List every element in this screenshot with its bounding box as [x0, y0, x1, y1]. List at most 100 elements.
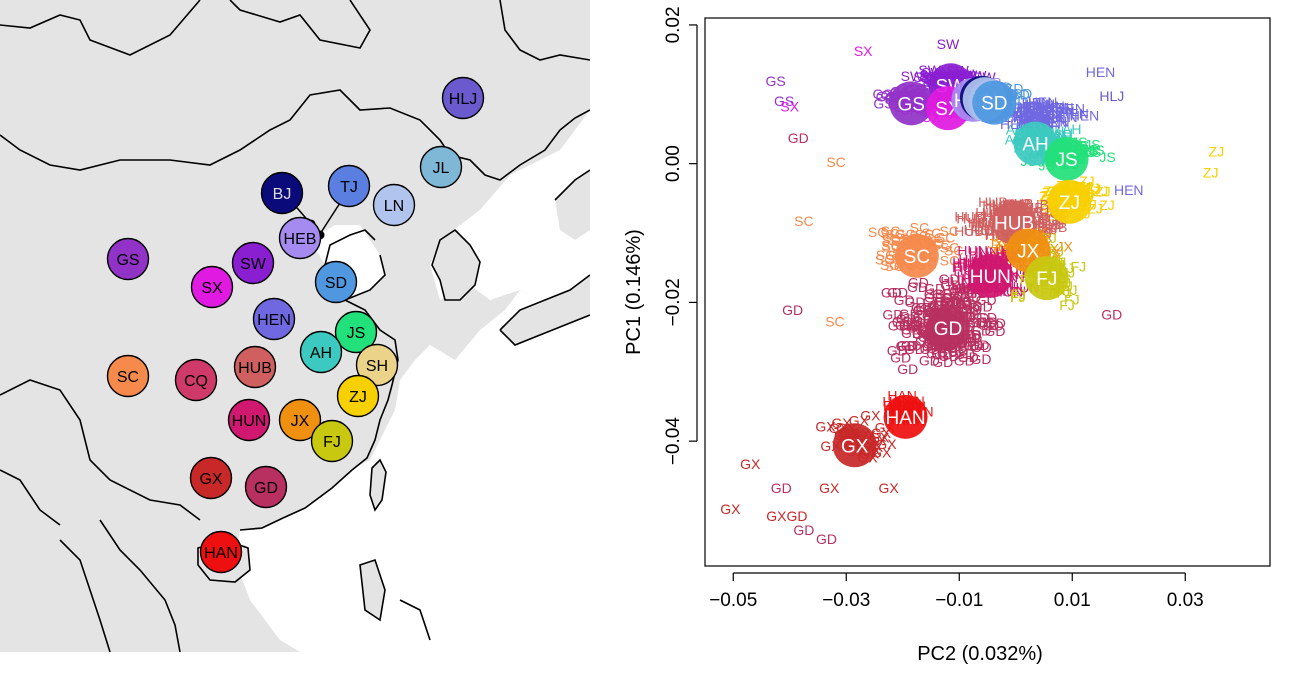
map-marker-label: HUN	[232, 413, 267, 430]
map-marker-label: LN	[384, 198, 404, 215]
map-marker-label: TJ	[340, 179, 358, 196]
sample-label: GD	[907, 279, 928, 295]
sample-label: GD	[908, 274, 929, 290]
sample-label: GD	[901, 325, 922, 341]
sample-label: HEN	[1026, 108, 1056, 124]
sample-label: GD	[976, 309, 997, 325]
map-marker-han: HAN	[199, 530, 243, 574]
sample-label: SC	[939, 223, 958, 239]
map-marker-label: GS	[116, 252, 139, 269]
sample-label: HEN	[1045, 103, 1075, 119]
centroid-label: GS	[897, 94, 924, 115]
sample-label: GD	[901, 338, 922, 354]
population-centroids: SWGSSXHEBBJTJLNSDAHJSZJHUBJXSCHUNFJGDHAN…	[832, 63, 1092, 468]
sample-label: GD	[954, 352, 975, 368]
sample-label: GD	[923, 294, 944, 310]
sample-label: HEN	[1035, 98, 1065, 114]
y-axis: 0.02 0.00 −0.02 −0.04	[663, 6, 698, 465]
sample-label: GD	[963, 337, 984, 353]
centroid-gd: GD	[925, 306, 970, 351]
centroid-label: GD	[934, 319, 963, 340]
sample-label: GD	[958, 349, 979, 365]
sample-label: HEN	[1023, 101, 1053, 117]
map-marker-hub: HUB	[233, 345, 277, 389]
map-marker-label: ZJ	[349, 389, 367, 406]
sample-label: GD	[952, 293, 973, 309]
sample-label: GD	[916, 299, 937, 315]
sample-label: HEN	[1059, 105, 1089, 121]
sample-label: GD	[926, 345, 947, 361]
sample-label: GD	[897, 338, 918, 354]
map-marker-label: CQ	[184, 373, 208, 390]
outlier-label: SX	[854, 43, 873, 59]
centroid-label: HUN	[970, 267, 1011, 288]
sample-label: JS	[1084, 136, 1100, 152]
sample-label: HEN	[1019, 108, 1049, 124]
sample-label: GD	[965, 314, 986, 330]
sample-label: JS	[1099, 149, 1115, 165]
sample-label: GD	[939, 271, 960, 287]
sample-label: GD	[940, 293, 961, 309]
centroid-js: JS	[1044, 136, 1089, 181]
sample-label: SC	[881, 237, 900, 253]
sample-label: GX	[871, 425, 892, 441]
sample-label: GD	[961, 297, 982, 313]
sample-label: HEN	[1016, 99, 1046, 115]
sample-label: GD	[924, 281, 945, 297]
sample-label: SC	[876, 247, 895, 263]
sample-label: HUB	[1038, 219, 1068, 235]
sample-label: GD	[895, 317, 916, 333]
sample-label: GD	[881, 285, 902, 301]
sample-label: GD	[977, 314, 998, 330]
sample-label: FJ	[1010, 286, 1026, 302]
sample-label: GD	[970, 323, 991, 339]
sample-label: GD	[902, 316, 923, 332]
sample-label: AH	[1054, 125, 1073, 141]
y-tick-label: 0.00	[663, 145, 684, 182]
sample-label: GD	[968, 315, 989, 331]
map-marker-sw: SW	[231, 241, 275, 285]
sample-label: GD	[972, 299, 993, 315]
sample-label: HEN	[1055, 101, 1085, 117]
outlier-label: SC	[826, 154, 845, 170]
sample-label: HEN	[1048, 109, 1078, 125]
map-marker-label: BJ	[273, 186, 292, 203]
sample-label: GD	[899, 306, 920, 322]
sample-label: GD	[932, 354, 953, 370]
outlier-label: GD	[788, 130, 809, 146]
sample-label: ZJ	[1099, 197, 1115, 213]
sample-label: GD	[888, 317, 909, 333]
map-marker-hen: HEN	[252, 297, 296, 341]
map-marker-bj: BJ	[260, 171, 304, 215]
map-marker-zj: ZJ	[336, 374, 380, 418]
outlier-label: GD	[816, 531, 837, 547]
map-marker-jl: JL	[419, 145, 463, 189]
sample-label: GD	[940, 277, 961, 293]
centroid-fj: FJ	[1024, 256, 1069, 301]
outlier-label: SC	[825, 314, 844, 330]
sample-label: GD	[913, 302, 934, 318]
centroid-sd: SD	[972, 80, 1017, 125]
centroid-label: JS	[1056, 150, 1078, 171]
sample-label: GD	[954, 346, 975, 362]
y-tick-label: −0.02	[663, 278, 684, 326]
sample-label: GD	[907, 319, 928, 335]
map-marker-tj: TJ	[327, 164, 371, 208]
map-marker-sh: SH	[355, 343, 399, 387]
outlier-label: GXGD	[766, 508, 807, 524]
sample-label: SC	[880, 257, 899, 273]
outlier-label: HEN	[1114, 182, 1144, 198]
map-marker-label: JL	[433, 160, 450, 177]
map-marker-label: HLJ	[449, 91, 477, 108]
map-marker-gx: GX	[189, 456, 233, 500]
map-marker-jx: JX	[278, 398, 322, 442]
sample-label: HEN	[1022, 104, 1052, 120]
sample-label: HEN	[1013, 109, 1043, 125]
sample-label: HUB	[968, 214, 998, 230]
sample-label: SC	[940, 240, 959, 256]
sample-label: HEN	[1018, 109, 1048, 125]
pca-scatter-panel: SWSWSWSWSWSWSWSWSWSWSWSWSWSWSWSWSWSWSWSW…	[590, 0, 1289, 683]
centroid-label: HAN	[886, 408, 926, 429]
map-marker-fj: FJ	[310, 419, 354, 463]
centroid-hun: HUN	[968, 254, 1013, 299]
